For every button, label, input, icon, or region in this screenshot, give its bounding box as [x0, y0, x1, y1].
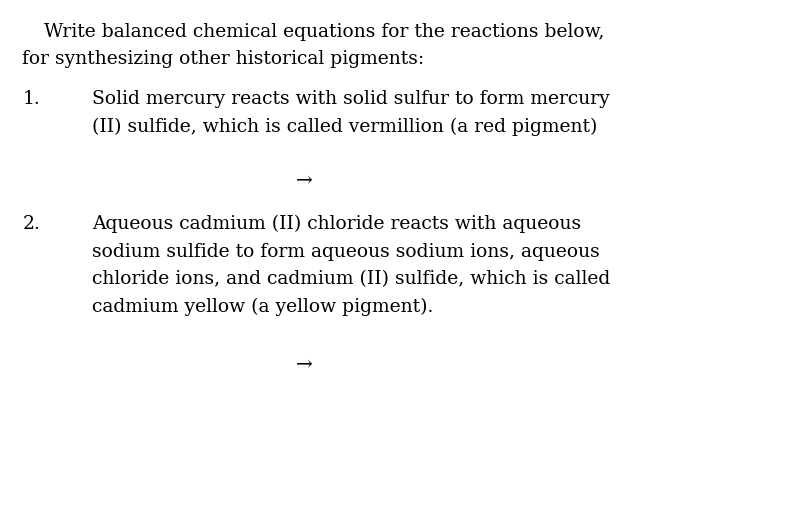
Text: 1.: 1. — [22, 90, 40, 108]
Text: chloride ions, and cadmium (II) sulfide, which is called: chloride ions, and cadmium (II) sulfide,… — [92, 270, 610, 288]
Text: Solid mercury reacts with solid sulfur to form mercury: Solid mercury reacts with solid sulfur t… — [92, 90, 610, 108]
Text: 2.: 2. — [22, 215, 40, 233]
Text: (II) sulfide, which is called vermillion (a red pigment): (II) sulfide, which is called vermillion… — [92, 117, 598, 136]
Text: sodium sulfide to form aqueous sodium ions, aqueous: sodium sulfide to form aqueous sodium io… — [92, 243, 600, 260]
Text: →: → — [296, 355, 313, 374]
Text: cadmium yellow (a yellow pigment).: cadmium yellow (a yellow pigment). — [92, 298, 434, 316]
Text: for synthesizing other historical pigments:: for synthesizing other historical pigmen… — [22, 50, 425, 67]
Text: →: → — [296, 171, 313, 190]
Text: Write balanced chemical equations for the reactions below,: Write balanced chemical equations for th… — [44, 23, 604, 41]
Text: Aqueous cadmium (II) chloride reacts with aqueous: Aqueous cadmium (II) chloride reacts wit… — [92, 215, 581, 233]
